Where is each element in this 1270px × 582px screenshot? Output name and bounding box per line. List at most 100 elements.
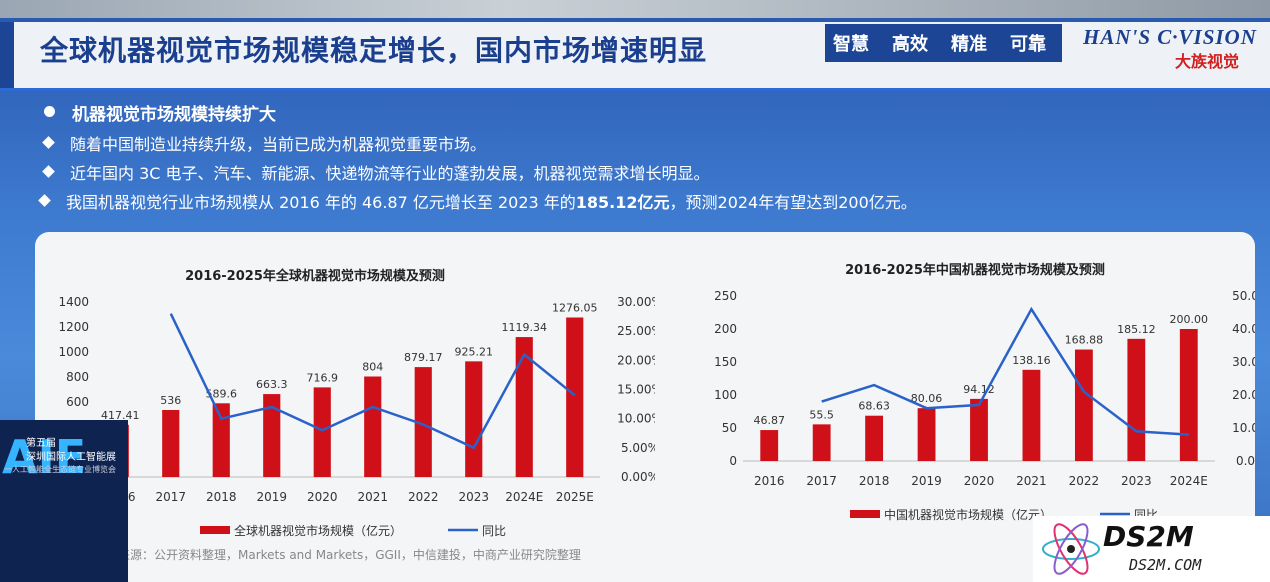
left-axis-tick-label: 50 (722, 421, 737, 435)
right-axis-tick-label: 10.00% (1232, 421, 1255, 435)
x-axis-tick-label: 2019 (256, 490, 287, 504)
watermark: DS2M DS2M.COM (1033, 516, 1270, 582)
x-axis-tick-label: 2023 (1121, 474, 1152, 488)
bar-data-label: 536 (160, 394, 181, 407)
x-axis-tick-label: 2024E (1170, 474, 1208, 488)
expo-line-2: 深圳国际人工智能展 (26, 452, 116, 463)
chart-title: 2016-2025年中国机器视觉市场规模及预测 (845, 262, 1105, 278)
bar (515, 337, 533, 477)
left-axis-tick-label: 1200 (58, 320, 89, 334)
expo-logo: AIE (2, 430, 87, 484)
bar-data-label: 138.16 (1012, 354, 1051, 367)
x-axis-tick-label: 2024E (505, 490, 543, 504)
x-axis-tick-label: 2022 (408, 490, 439, 504)
bar-data-label: 46.87 (753, 414, 785, 427)
bar-data-label: 589.6 (206, 387, 238, 400)
right-axis-tick-label: 25.00% (617, 324, 655, 338)
bar-data-label: 1119.34 (502, 321, 548, 334)
china-market-chart: 2016-2025年中国机器视觉市场规模及预测 0 50 100 150 200 250 0.… (714, 262, 1255, 522)
bullet-item-3-text: 我国机器视觉行业市场规模从 2016 年的 46.87 亿元增长至 2023 年… (66, 193, 576, 212)
source-note: 来源：公开资料整理，Markets and Markets，GGII，中信建投，… (118, 548, 581, 562)
venue-background (0, 0, 1270, 22)
bar (1074, 349, 1093, 461)
x-axis-tick-label: 2016 (754, 474, 785, 488)
right-axis-tick-label: 50.00% (1232, 289, 1255, 303)
bar-data-label: 55.5 (809, 408, 834, 421)
bar-data-label: 925.21 (455, 345, 494, 358)
bar-data-label: 80.06 (911, 392, 943, 405)
growth-line (169, 313, 576, 450)
bullet-item-3: 我国机器视觉行业市场规模从 2016 年的 46.87 亿元增长至 2023 年… (66, 189, 917, 213)
x-axis-tick-label: 2021 (357, 490, 388, 504)
tag-2: 高效 (892, 34, 928, 55)
watermark-name: DS2M (1103, 520, 1194, 553)
bullet-dot-icon (44, 106, 55, 117)
bar (263, 394, 281, 477)
left-axis-tick-label: 250 (714, 289, 737, 303)
bar-data-label: 185.12 (1117, 323, 1156, 336)
x-axis-tick-label: 2023 (458, 490, 489, 504)
left-axis-tick-label: 600 (66, 395, 89, 409)
bar (212, 403, 230, 477)
growth-line (821, 306, 1189, 436)
global-market-chart: 2016-2025年全球机器视觉市场规模及预测 600 800 1000 1200 140… (58, 268, 655, 538)
left-axis-tick-label: 100 (714, 388, 737, 402)
slide-title: 全球机器视觉市场规模稳定增长，国内市场增速明显 (40, 34, 708, 67)
bar-data-label: 879.17 (404, 351, 443, 364)
bar (865, 415, 884, 461)
bar-data-label: 200.00 (1170, 313, 1209, 326)
bar (414, 367, 432, 477)
expo-line-3: 一人工智能全生态链专业博览会 (4, 465, 116, 474)
bar-data-label: 417.41 (101, 409, 140, 422)
right-axis-tick-label: 20.00% (617, 353, 655, 367)
bullet-item-2: 近年国内 3C 电子、汽车、新能源、快递物流等行业的蓬勃发展，机器视觉需求增长明… (70, 164, 710, 183)
company-logo-cn: 大族视觉 (1175, 52, 1240, 71)
title-accent-bar (0, 22, 14, 88)
x-axis-tick-label: 2019 (911, 474, 942, 488)
bar (970, 398, 988, 461)
legend-bar-label: 中国机器视觉市场规模（亿元） (884, 507, 1052, 522)
watermark-url: DS2M.COM (1129, 556, 1202, 574)
bar (812, 424, 831, 461)
right-axis-tick-label: 40.00% (1232, 322, 1255, 336)
bullet-heading: 机器视觉市场规模持续扩大 (72, 105, 276, 125)
x-axis-tick-label: 2022 (1069, 474, 1100, 488)
x-axis-tick-label: 2017 (155, 490, 186, 504)
bar (1127, 338, 1146, 461)
bar (1022, 369, 1041, 461)
x-axis-tick-label: 2018 (206, 490, 237, 504)
x-axis-tick-label: 2021 (1016, 474, 1047, 488)
atom-icon (1042, 523, 1100, 575)
x-axis-tick-label: 2020 (964, 474, 995, 488)
bullet-item-3-highlight: 185.12亿元 (575, 193, 670, 212)
expo-banner: AIE 第五届 深圳国际人工智能展 一人工智能全生态链专业博览会 (0, 420, 128, 582)
legend-bar-swatch (200, 526, 230, 534)
legend-bar-label: 全球机器视觉市场规模（亿元） (234, 523, 402, 538)
bar (364, 376, 382, 477)
legend-bar-swatch (850, 510, 880, 518)
company-logo-en: HAN'S C·VISION (1083, 25, 1257, 49)
bar (566, 317, 584, 477)
x-axis-tick-label: 2017 (806, 474, 837, 488)
left-axis-tick-label: 150 (714, 355, 737, 369)
left-axis-tick-label: 200 (714, 322, 737, 336)
left-axis-tick-label: 0 (729, 454, 737, 468)
bar-data-label: 716.9 (307, 371, 339, 384)
bar-data-label: 663.3 (256, 378, 288, 391)
x-axis-tick-label: 2025E (556, 490, 594, 504)
bar (313, 387, 331, 477)
right-axis-tick-label: 0.00% (1236, 454, 1255, 468)
tag-4: 可靠 (1010, 34, 1046, 55)
title-divider (0, 88, 1270, 91)
bar (1179, 329, 1198, 461)
tag-3: 精准 (951, 34, 987, 55)
bar-data-label: 68.63 (858, 400, 890, 413)
bar-data-label: 168.88 (1065, 334, 1104, 347)
bar (917, 408, 936, 461)
bar-data-label: 1276.05 (552, 301, 598, 314)
bullet-item-3-tail: ，预测2024年有望达到200亿元。 (669, 193, 917, 212)
right-axis-tick-label: 15.00% (617, 383, 655, 397)
left-axis-tick-label: 800 (66, 370, 89, 384)
bar (465, 361, 483, 477)
right-axis-tick-label: 30.00% (1232, 355, 1255, 369)
